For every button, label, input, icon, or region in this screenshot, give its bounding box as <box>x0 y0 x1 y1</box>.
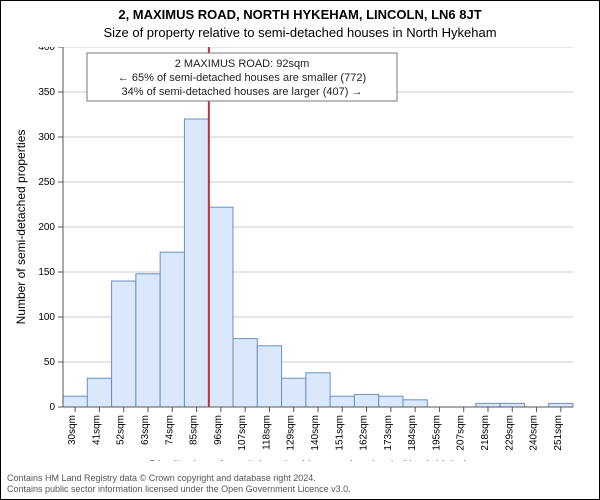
svg-text:129sqm: 129sqm <box>286 415 297 451</box>
svg-text:34% of semi-detached houses ar: 34% of semi-detached houses are larger (… <box>122 86 363 98</box>
svg-text:173sqm: 173sqm <box>383 415 394 451</box>
svg-text:30sqm: 30sqm <box>67 415 78 445</box>
footer-attribution: Contains HM Land Registry data © Crown c… <box>7 473 351 495</box>
svg-text:Distribution of semi-detached: Distribution of semi-detached houses by … <box>149 458 487 461</box>
svg-text:162sqm: 162sqm <box>359 415 370 451</box>
svg-text:140sqm: 140sqm <box>310 415 321 451</box>
svg-text:85sqm: 85sqm <box>189 415 200 445</box>
svg-text:← 65% of semi-detached houses: ← 65% of semi-detached houses are smalle… <box>118 72 366 84</box>
svg-text:2 MAXIMUS ROAD: 92sqm: 2 MAXIMUS ROAD: 92sqm <box>175 58 309 70</box>
svg-text:207sqm: 207sqm <box>456 415 467 451</box>
histogram-chart: 0 50 100 150 200 250 300 350 400 30sqm 41sqm 52sqm 6… <box>13 47 595 461</box>
svg-text:150: 150 <box>38 267 55 278</box>
svg-text:Number of semi-detached proper: Number of semi-detached properties <box>14 130 28 325</box>
svg-text:50: 50 <box>44 357 56 368</box>
svg-text:300: 300 <box>38 132 55 143</box>
svg-text:184sqm: 184sqm <box>407 415 418 451</box>
svg-text:52sqm: 52sqm <box>116 415 127 445</box>
svg-text:41sqm: 41sqm <box>91 415 102 445</box>
page-subtitle: Size of property relative to semi-detach… <box>1 25 599 40</box>
svg-text:251sqm: 251sqm <box>553 415 564 451</box>
svg-text:240sqm: 240sqm <box>529 415 540 451</box>
svg-text:350: 350 <box>38 87 55 98</box>
svg-text:195sqm: 195sqm <box>431 415 442 451</box>
footer-line-2: Contains public sector information licen… <box>7 484 351 495</box>
chart-container: 2, MAXIMUS ROAD, NORTH HYKEHAM, LINCOLN,… <box>0 0 600 500</box>
svg-text:200: 200 <box>38 222 55 233</box>
svg-text:118sqm: 118sqm <box>261 415 272 450</box>
svg-text:96sqm: 96sqm <box>213 415 224 445</box>
footer-line-1: Contains HM Land Registry data © Crown c… <box>7 473 351 484</box>
svg-text:229sqm: 229sqm <box>504 415 515 451</box>
svg-text:218sqm: 218sqm <box>480 415 491 451</box>
svg-text:100: 100 <box>38 312 55 323</box>
svg-text:0: 0 <box>49 402 55 413</box>
svg-text:107sqm: 107sqm <box>237 415 248 451</box>
svg-text:74sqm: 74sqm <box>164 415 175 445</box>
page-title: 2, MAXIMUS ROAD, NORTH HYKEHAM, LINCOLN,… <box>1 7 599 22</box>
svg-text:63sqm: 63sqm <box>140 415 151 445</box>
svg-text:151sqm: 151sqm <box>334 415 345 451</box>
svg-text:400: 400 <box>38 47 55 53</box>
svg-text:250: 250 <box>38 177 55 188</box>
